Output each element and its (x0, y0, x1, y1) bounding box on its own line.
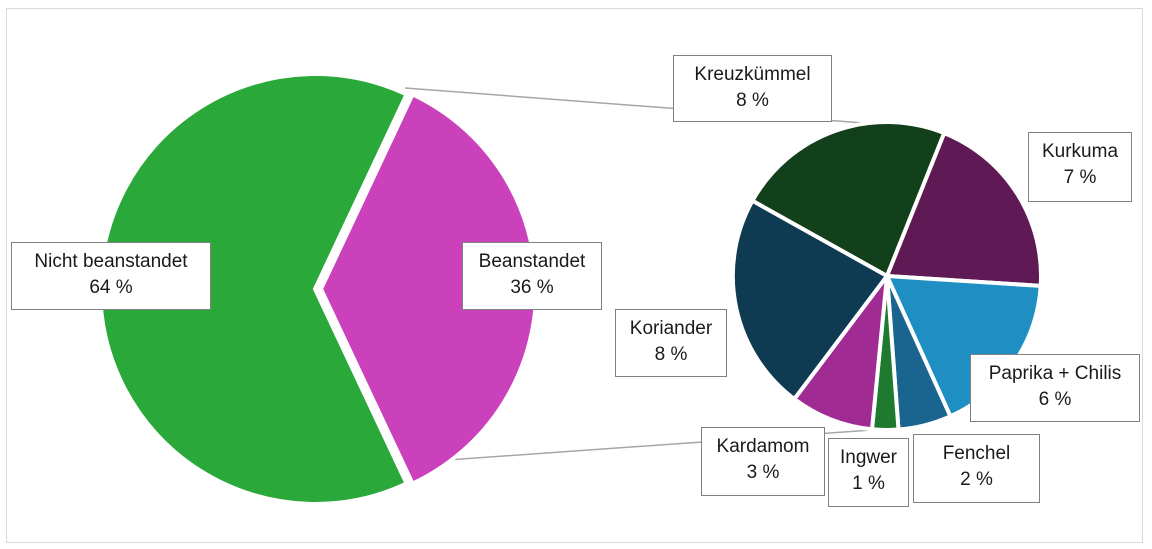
label-value: 8 % (736, 90, 769, 111)
label-value: 3 % (746, 462, 780, 483)
label-name: Ingwer (839, 447, 898, 468)
label-name: Paprika + Chilis (988, 363, 1122, 384)
label-name: Kurkuma (1041, 141, 1119, 162)
label-ingwer: Ingwer 1 % (828, 438, 909, 507)
label-value: 2 % (960, 469, 993, 490)
slice-kurkuma[interactable] (885, 131, 1044, 288)
label-name: Kreuzkümmel (694, 64, 811, 85)
slice-koriander[interactable] (730, 198, 889, 401)
label-value: 36 % (510, 277, 554, 298)
slice-kreuzkuemmel[interactable] (750, 120, 947, 278)
label-name: Kardamom (716, 436, 810, 457)
label-name: Beanstandet (478, 251, 586, 272)
label-value: 7 % (1063, 167, 1097, 188)
label-beanstandet: Beanstandet 36 % (462, 242, 602, 310)
label-value: 6 % (1038, 389, 1072, 410)
label-kardamom: Kardamom 3 % (701, 427, 825, 496)
chart-frame (6, 8, 1143, 543)
label-koriander: Koriander 8 % (615, 309, 727, 377)
label-kurkuma: Kurkuma 7 % (1028, 132, 1132, 202)
label-name: Koriander (629, 318, 713, 339)
label-paprika-chilis: Paprika + Chilis 6 % (970, 354, 1140, 422)
label-name: Nicht beanstandet (34, 251, 188, 272)
label-nicht-beanstandet: Nicht beanstandet 64 % (11, 242, 211, 310)
label-value: 64 % (89, 277, 133, 298)
label-value: 1 % (852, 473, 885, 494)
label-fenchel: Fenchel 2 % (913, 434, 1040, 503)
label-value: 8 % (654, 344, 688, 365)
label-kreuzkuemmel: Kreuzkümmel 8 % (673, 55, 832, 122)
label-name: Fenchel (942, 443, 1011, 464)
